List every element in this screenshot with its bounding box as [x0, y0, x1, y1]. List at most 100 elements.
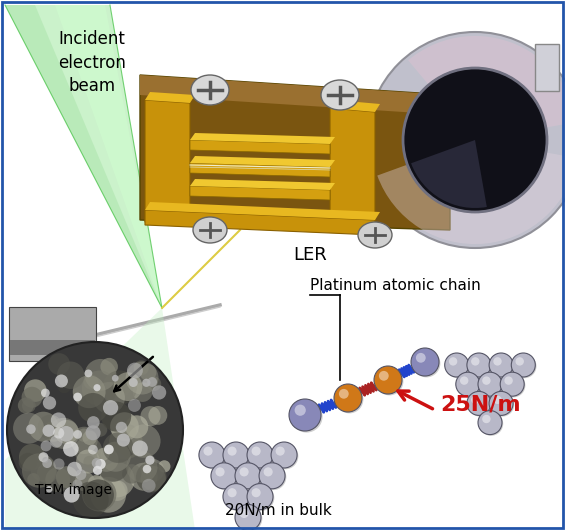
Circle shape: [43, 421, 64, 442]
Circle shape: [247, 483, 273, 510]
Circle shape: [468, 354, 492, 378]
Circle shape: [212, 464, 238, 490]
Polygon shape: [330, 100, 380, 112]
Circle shape: [21, 387, 42, 408]
Circle shape: [379, 371, 389, 381]
Circle shape: [445, 353, 469, 377]
Circle shape: [93, 382, 125, 414]
Circle shape: [456, 372, 480, 396]
Circle shape: [511, 353, 535, 377]
Circle shape: [117, 434, 130, 447]
Circle shape: [19, 444, 45, 470]
Circle shape: [152, 385, 166, 400]
Circle shape: [478, 411, 502, 435]
Circle shape: [500, 372, 524, 396]
Circle shape: [272, 443, 298, 469]
Circle shape: [75, 437, 102, 465]
Circle shape: [85, 425, 101, 440]
Circle shape: [290, 401, 323, 432]
Circle shape: [112, 375, 119, 382]
Circle shape: [73, 482, 108, 518]
Circle shape: [26, 425, 36, 434]
Circle shape: [95, 459, 106, 469]
Circle shape: [45, 467, 70, 492]
Circle shape: [276, 447, 285, 456]
Circle shape: [114, 372, 142, 401]
Circle shape: [107, 480, 128, 501]
Circle shape: [28, 412, 58, 441]
Circle shape: [416, 353, 425, 363]
Circle shape: [88, 475, 105, 492]
Text: 20N/m in bulk: 20N/m in bulk: [225, 502, 332, 517]
Circle shape: [143, 465, 151, 473]
Circle shape: [145, 456, 154, 465]
Circle shape: [22, 399, 36, 412]
Polygon shape: [190, 156, 335, 167]
Circle shape: [125, 416, 148, 438]
Circle shape: [236, 464, 262, 490]
Circle shape: [412, 349, 440, 377]
Polygon shape: [190, 163, 330, 177]
Circle shape: [489, 353, 513, 377]
Circle shape: [94, 447, 119, 472]
Circle shape: [200, 443, 226, 469]
Circle shape: [75, 469, 86, 480]
Polygon shape: [190, 140, 330, 154]
Circle shape: [235, 505, 261, 530]
Circle shape: [64, 487, 80, 502]
Circle shape: [374, 366, 402, 394]
Polygon shape: [190, 186, 330, 200]
Circle shape: [236, 506, 262, 530]
Circle shape: [449, 357, 457, 366]
Circle shape: [50, 435, 63, 448]
Polygon shape: [330, 108, 375, 230]
Circle shape: [92, 458, 102, 468]
Text: 25N/m: 25N/m: [440, 395, 520, 415]
Circle shape: [99, 462, 134, 497]
Circle shape: [224, 443, 250, 469]
Circle shape: [53, 427, 64, 439]
Circle shape: [83, 480, 114, 510]
Circle shape: [223, 442, 249, 468]
Circle shape: [85, 359, 116, 391]
Polygon shape: [5, 308, 195, 530]
Text: Platinum atomic chain: Platinum atomic chain: [310, 278, 481, 293]
Circle shape: [73, 375, 106, 408]
Circle shape: [84, 456, 95, 468]
Circle shape: [249, 443, 275, 469]
Circle shape: [71, 427, 98, 454]
Circle shape: [78, 393, 108, 423]
Circle shape: [75, 472, 95, 491]
Circle shape: [142, 378, 150, 387]
Circle shape: [103, 400, 118, 416]
Circle shape: [471, 357, 480, 366]
Circle shape: [515, 357, 524, 366]
Circle shape: [505, 376, 513, 385]
Circle shape: [97, 448, 110, 461]
Circle shape: [133, 383, 153, 402]
Circle shape: [134, 360, 149, 375]
Circle shape: [42, 458, 52, 468]
Circle shape: [103, 432, 133, 463]
Circle shape: [18, 398, 34, 413]
Circle shape: [249, 485, 275, 511]
Circle shape: [73, 430, 82, 439]
Circle shape: [22, 453, 56, 488]
Circle shape: [199, 442, 225, 468]
Circle shape: [37, 463, 58, 483]
Circle shape: [478, 372, 502, 396]
Circle shape: [48, 418, 79, 449]
Circle shape: [42, 457, 49, 463]
Circle shape: [493, 395, 502, 404]
Circle shape: [482, 415, 490, 423]
Circle shape: [126, 451, 158, 483]
Circle shape: [110, 412, 139, 441]
Ellipse shape: [358, 222, 392, 248]
Circle shape: [43, 396, 56, 410]
Circle shape: [158, 460, 171, 473]
Polygon shape: [145, 210, 375, 235]
Circle shape: [7, 342, 183, 518]
Circle shape: [211, 463, 237, 489]
Circle shape: [51, 412, 66, 428]
Circle shape: [264, 467, 273, 476]
